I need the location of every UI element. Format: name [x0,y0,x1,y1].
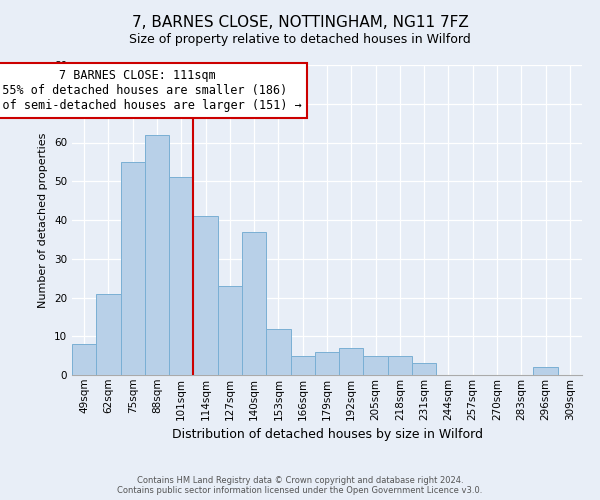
Bar [169,178,193,375]
Bar [533,367,558,375]
Text: Size of property relative to detached houses in Wilford: Size of property relative to detached ho… [129,32,471,46]
Bar [193,216,218,375]
Bar [121,162,145,375]
Bar [388,356,412,375]
Bar [412,364,436,375]
X-axis label: Distribution of detached houses by size in Wilford: Distribution of detached houses by size … [172,428,482,441]
Bar [96,294,121,375]
Text: Contains HM Land Registry data © Crown copyright and database right 2024.
Contai: Contains HM Land Registry data © Crown c… [118,476,482,495]
Bar [218,286,242,375]
Bar [242,232,266,375]
Bar [72,344,96,375]
Y-axis label: Number of detached properties: Number of detached properties [38,132,49,308]
Bar [339,348,364,375]
Bar [315,352,339,375]
Bar [145,134,169,375]
Bar [364,356,388,375]
Bar [290,356,315,375]
Text: 7, BARNES CLOSE, NOTTINGHAM, NG11 7FZ: 7, BARNES CLOSE, NOTTINGHAM, NG11 7FZ [131,15,469,30]
Bar [266,328,290,375]
Text: 7 BARNES CLOSE: 111sqm
← 55% of detached houses are smaller (186)
44% of semi-de: 7 BARNES CLOSE: 111sqm ← 55% of detached… [0,69,301,112]
